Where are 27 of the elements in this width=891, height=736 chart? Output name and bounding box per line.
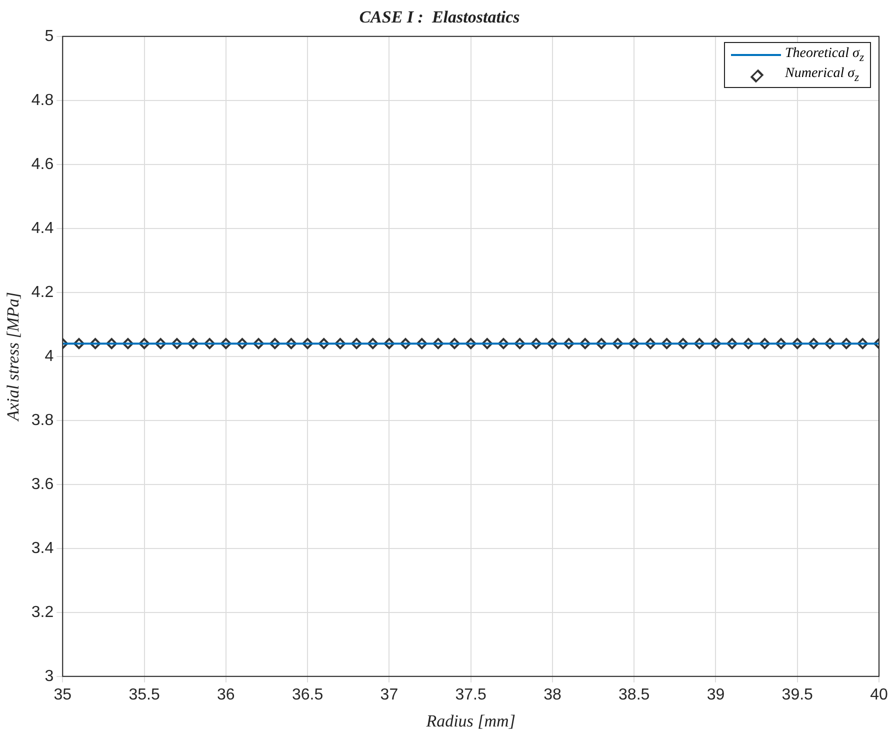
x-tick-label: 39 <box>706 686 725 704</box>
y-tick-label: 3 <box>44 668 54 685</box>
y-tick-label: 5 <box>44 28 54 45</box>
x-tick-label: 40 <box>870 686 888 704</box>
y-tick-label: 4.8 <box>31 92 54 109</box>
x-tick-label: 38 <box>544 686 562 704</box>
x-tick-label: 35 <box>54 686 72 704</box>
legend-label: Theoretical σ$_{z}$ <box>785 46 864 64</box>
y-tick-label: 3.4 <box>31 540 54 557</box>
y-tick-label: 4.2 <box>31 284 54 301</box>
y-tick-label: 4.6 <box>31 156 54 173</box>
x-tick-label: 37.5 <box>455 686 486 704</box>
x-tick-label: 38.5 <box>618 686 650 704</box>
x-tick-label: 37 <box>380 686 398 704</box>
y-tick-label: 3.8 <box>31 412 54 429</box>
x-tick-label: 39.5 <box>782 686 814 704</box>
x-tick-label: 36.5 <box>292 686 324 704</box>
y-tick-label: 3.2 <box>31 604 54 621</box>
chart-title: CASE I : Elastostatics <box>359 8 520 27</box>
x-tick-label: 36 <box>217 686 235 704</box>
y-axis-title: Axial stress [MPa] <box>4 292 23 422</box>
y-tick-label: 4 <box>44 348 54 365</box>
y-tick-label: 4.4 <box>31 220 54 237</box>
x-axis-title: Radius [mm] <box>425 711 516 730</box>
legend-label: Numerical σ$_{z}$ <box>785 66 860 84</box>
y-tick-label: 3.6 <box>31 476 54 493</box>
x-tick-label: 35.5 <box>128 686 160 704</box>
